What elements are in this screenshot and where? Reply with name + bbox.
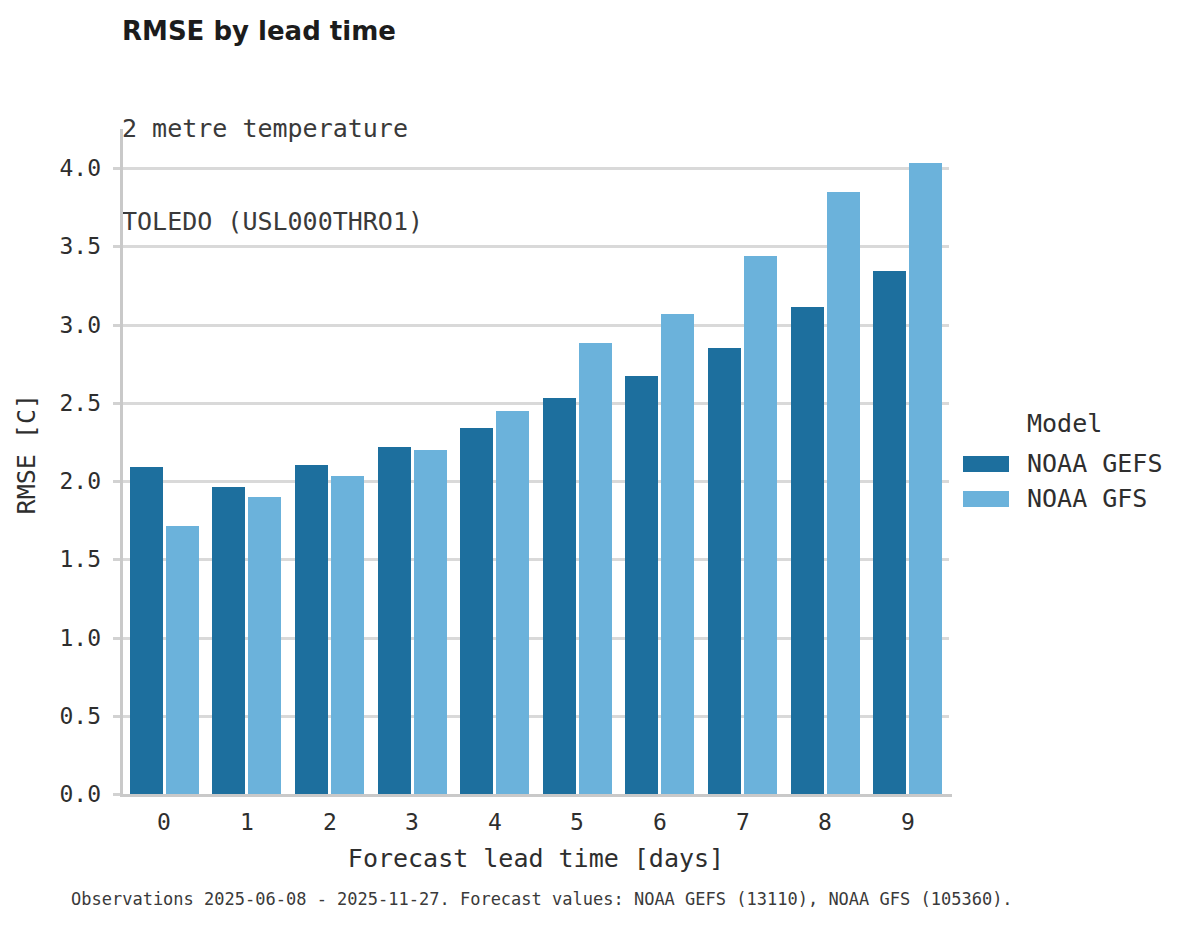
gridline xyxy=(123,480,949,483)
y-tick-label: 0.0 xyxy=(59,781,101,807)
bar-noaa-gefs-lead-8 xyxy=(791,307,824,794)
x-axis-line xyxy=(120,794,952,797)
legend-title: Model xyxy=(1027,409,1162,439)
plot-area xyxy=(123,129,949,794)
bar-noaa-gfs-lead-4 xyxy=(496,411,529,794)
legend-swatch-noaa-gefs xyxy=(963,456,1009,472)
bar-noaa-gfs-lead-7 xyxy=(744,256,777,794)
gridline xyxy=(123,324,949,327)
bar-noaa-gfs-lead-8 xyxy=(827,192,860,794)
gridline xyxy=(123,558,949,561)
y-tick-label: 2.0 xyxy=(59,468,101,494)
y-tick-label: 4.0 xyxy=(59,155,101,181)
x-tick-label: 6 xyxy=(653,808,667,836)
x-tick-label: 0 xyxy=(157,808,171,836)
x-tick-label: 1 xyxy=(240,808,254,836)
x-tick-label: 7 xyxy=(736,808,750,836)
x-axis-title: Forecast lead time [days] xyxy=(123,844,949,873)
gridline xyxy=(123,402,949,405)
bar-noaa-gefs-lead-9 xyxy=(873,271,906,794)
bar-noaa-gfs-lead-1 xyxy=(248,497,281,794)
legend-swatch-noaa-gfs xyxy=(963,491,1009,507)
legend: Model NOAA GEFS NOAA GFS xyxy=(963,409,1162,521)
gridline xyxy=(123,715,949,718)
gridline xyxy=(123,167,949,170)
y-tick-label: 0.5 xyxy=(59,703,101,729)
x-tick-label: 9 xyxy=(901,808,915,836)
y-tick-label: 1.0 xyxy=(59,625,101,651)
chart-title: RMSE by lead time xyxy=(122,16,396,46)
bar-noaa-gefs-lead-1 xyxy=(212,487,245,794)
y-axis-tick-labels: 0.00.51.01.52.02.53.03.54.0 xyxy=(0,129,101,797)
x-tick-label: 4 xyxy=(488,808,502,836)
x-tick-label: 2 xyxy=(323,808,337,836)
x-tick-label: 5 xyxy=(570,808,584,836)
y-tick-label: 2.5 xyxy=(59,390,101,416)
figure: RMSE by lead time 2 metre temperature TO… xyxy=(0,0,1188,928)
legend-label-noaa-gfs: NOAA GFS xyxy=(1027,486,1147,511)
bar-noaa-gfs-lead-6 xyxy=(661,314,694,794)
legend-item-noaa-gfs: NOAA GFS xyxy=(963,486,1162,511)
y-tick-label: 3.0 xyxy=(59,312,101,338)
bar-noaa-gefs-lead-6 xyxy=(625,376,658,794)
x-tick-label: 8 xyxy=(818,808,832,836)
bar-noaa-gefs-lead-3 xyxy=(378,447,411,794)
gridline xyxy=(123,637,949,640)
bar-noaa-gfs-lead-3 xyxy=(414,450,447,794)
gridline xyxy=(123,245,949,248)
bar-noaa-gfs-lead-0 xyxy=(166,526,199,794)
legend-label-noaa-gefs: NOAA GEFS xyxy=(1027,451,1162,476)
y-tick-label: 3.5 xyxy=(59,233,101,259)
x-tick-label: 3 xyxy=(405,808,419,836)
x-axis-tick-labels: 0 1 2 3 4 5 6 7 8 9 xyxy=(123,808,949,838)
caption: Observations 2025-06-08 - 2025-11-27. Fo… xyxy=(71,889,1013,909)
y-tick-label: 1.5 xyxy=(59,546,101,572)
y-axis-spine xyxy=(120,129,123,797)
bar-noaa-gefs-lead-2 xyxy=(295,465,328,794)
bar-noaa-gefs-lead-0 xyxy=(130,467,163,794)
bar-noaa-gefs-lead-5 xyxy=(543,398,576,794)
bar-noaa-gefs-lead-7 xyxy=(708,348,741,794)
bar-noaa-gfs-lead-5 xyxy=(579,343,612,794)
bar-noaa-gfs-lead-2 xyxy=(331,476,364,794)
bar-noaa-gefs-lead-4 xyxy=(460,428,493,794)
legend-item-noaa-gefs: NOAA GEFS xyxy=(963,451,1162,476)
bar-noaa-gfs-lead-9 xyxy=(909,163,942,794)
